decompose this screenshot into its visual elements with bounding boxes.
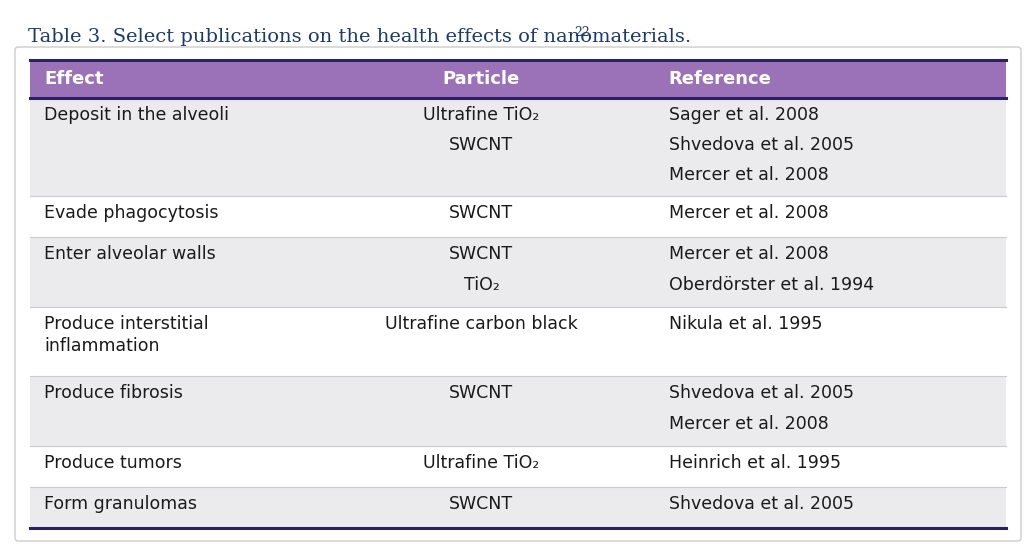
Text: Mercer et al. 2008: Mercer et al. 2008 [669,245,828,263]
Bar [30,60,1006,98]
Text: SWCNT: SWCNT [449,245,513,263]
Bar [30,445,1006,487]
Text: Evade phagocytosis: Evade phagocytosis [45,204,218,222]
Bar [30,306,1006,376]
Text: Shvedova et al. 2005: Shvedova et al. 2005 [669,136,854,154]
Text: SWCNT: SWCNT [449,384,513,402]
Text: 22: 22 [574,26,590,39]
Text: SWCNT: SWCNT [449,136,513,154]
Text: TiO₂: TiO₂ [464,276,499,294]
Text: Particle: Particle [443,70,520,88]
Text: Mercer et al. 2008: Mercer et al. 2008 [669,166,828,184]
Text: Sager et al. 2008: Sager et al. 2008 [669,106,819,124]
Bar [30,487,1006,528]
Text: Ultrafine TiO₂: Ultrafine TiO₂ [423,454,539,471]
Text: Deposit in the alveoli: Deposit in the alveoli [45,106,229,124]
Text: Heinrich et al. 1995: Heinrich et al. 1995 [669,454,840,471]
Bar [30,98,1006,196]
Text: Ultrafine carbon black: Ultrafine carbon black [385,315,578,332]
FancyBboxPatch shape [14,47,1021,541]
Text: Produce interstitial
inflammation: Produce interstitial inflammation [45,315,209,355]
Text: Ultrafine TiO₂: Ultrafine TiO₂ [423,106,539,124]
Text: Produce tumors: Produce tumors [45,454,182,471]
Text: Enter alveolar walls: Enter alveolar walls [45,245,215,263]
Text: SWCNT: SWCNT [449,495,513,513]
Text: Shvedova et al. 2005: Shvedova et al. 2005 [669,495,854,513]
Text: Shvedova et al. 2005: Shvedova et al. 2005 [669,384,854,402]
Text: Oberdörster et al. 1994: Oberdörster et al. 1994 [669,276,874,294]
Text: Table 3. Select publications on the health effects of nanomaterials.: Table 3. Select publications on the heal… [28,28,691,46]
Text: Form granulomas: Form granulomas [45,495,197,513]
Text: Produce fibrosis: Produce fibrosis [45,384,183,402]
Bar [30,376,1006,445]
Text: Mercer et al. 2008: Mercer et al. 2008 [669,415,828,433]
Text: Mercer et al. 2008: Mercer et al. 2008 [669,204,828,222]
Bar [30,237,1006,306]
Bar [30,196,1006,237]
Text: Effect: Effect [45,70,104,88]
Text: Reference: Reference [669,70,771,88]
Text: Nikula et al. 1995: Nikula et al. 1995 [669,315,822,332]
Text: SWCNT: SWCNT [449,204,513,222]
